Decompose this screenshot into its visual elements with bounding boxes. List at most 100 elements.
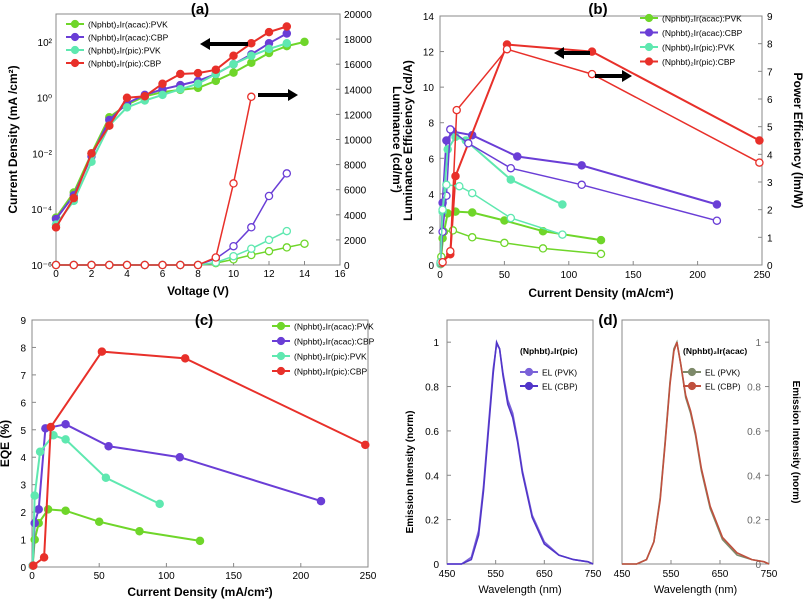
a-jv-point bbox=[193, 79, 203, 88]
a-lum-point bbox=[122, 260, 132, 270]
b-legend-marker bbox=[644, 42, 654, 52]
a-arrow-left-head bbox=[200, 38, 210, 50]
a-legend-marker bbox=[70, 32, 80, 42]
a-lum-point bbox=[282, 226, 292, 236]
c-eqe-point bbox=[135, 527, 144, 536]
d1-xlabel: Wavelength (nm) bbox=[478, 584, 561, 596]
b-pe-point bbox=[442, 180, 451, 190]
c-eqe-point bbox=[94, 517, 104, 526]
a-legend-marker bbox=[70, 19, 80, 29]
b-xtick-label: 200 bbox=[689, 270, 706, 281]
a-xtick-label: 4 bbox=[124, 269, 130, 280]
b-y2tick-label: 2 bbox=[767, 206, 773, 217]
a-lum-point bbox=[229, 251, 238, 261]
a-jv-point bbox=[69, 193, 79, 203]
c-eqe-point bbox=[35, 447, 45, 456]
b-le-point bbox=[596, 235, 606, 245]
c-legend-marker bbox=[276, 321, 286, 331]
a-arrow-right-head bbox=[288, 89, 298, 101]
c-ytick-label: 1 bbox=[20, 536, 26, 547]
b-pe-point bbox=[467, 188, 477, 198]
c-eqe-point bbox=[180, 354, 190, 363]
d2-legend-entry: EL (PVK) bbox=[705, 368, 740, 378]
d2-ylabel: Emission Intensity (norm) bbox=[790, 381, 801, 504]
d1-ytick-label: 0.2 bbox=[425, 516, 439, 527]
a-xtick-label: 6 bbox=[160, 269, 166, 280]
b-pe-point bbox=[464, 139, 473, 148]
d2-legend-entry: EL (CBP) bbox=[705, 382, 741, 392]
a-jv-point bbox=[300, 37, 309, 47]
b-y2tick-label: 8 bbox=[767, 40, 773, 51]
a-xtick-label: 12 bbox=[263, 269, 275, 280]
a-xtick-label: 2 bbox=[89, 269, 95, 280]
a-jv-point bbox=[105, 121, 114, 130]
a-legend-entry: (Nphbt)₂Ir(pic):CBP bbox=[88, 59, 162, 69]
b-pe-point bbox=[500, 238, 509, 248]
b-xtick-label: 0 bbox=[437, 270, 443, 281]
c-eqe-point bbox=[316, 496, 326, 506]
d1-legend-entry: EL (PVK) bbox=[542, 368, 577, 378]
a-y2tick-label: 2000 bbox=[344, 236, 367, 247]
b-pe-point bbox=[455, 181, 464, 191]
a-y2tick-label: 0 bbox=[344, 261, 350, 272]
b-xtick-label: 150 bbox=[625, 270, 642, 281]
b-ytick-label: 10 bbox=[423, 83, 435, 94]
c-xtick-label: 100 bbox=[158, 571, 175, 582]
b-pe-point bbox=[506, 163, 516, 173]
d1-spectrum-line bbox=[447, 339, 594, 565]
a-y2tick-label: 4000 bbox=[344, 211, 367, 222]
a-lum-point bbox=[158, 260, 167, 270]
c-eqe-point bbox=[39, 553, 49, 562]
d1-ytick-label: 0.6 bbox=[425, 427, 439, 438]
b-le-point bbox=[712, 200, 722, 209]
d1-compound-label: (Nphbt)₂Ir(pic) bbox=[520, 346, 578, 356]
a-jv-point bbox=[51, 223, 61, 232]
c-ytick-label: 7 bbox=[20, 371, 26, 382]
a-lum-point bbox=[264, 191, 274, 201]
d1-xtick-label: 750 bbox=[585, 569, 602, 580]
d1-xtick-label: 650 bbox=[536, 569, 553, 580]
a-jv-point bbox=[122, 103, 132, 112]
a-ytick-label: 10⁻⁶ bbox=[31, 261, 52, 272]
a-ytick-label: 10⁰ bbox=[37, 94, 52, 105]
a-jv-point bbox=[247, 39, 256, 48]
b-pe-point bbox=[755, 158, 764, 167]
a-xtick-label: 0 bbox=[53, 269, 59, 280]
c-ylabel: EQE (%) bbox=[0, 420, 12, 467]
d2-ytick-label: 1 bbox=[755, 338, 761, 349]
b-le-point bbox=[755, 136, 764, 145]
b-pe-line bbox=[440, 229, 602, 257]
c-eqe-line bbox=[31, 423, 322, 566]
c-legend-marker bbox=[276, 366, 286, 376]
a-lum-point bbox=[140, 260, 150, 270]
c-xtick-label: 50 bbox=[94, 571, 106, 582]
c-eqe-point bbox=[175, 452, 185, 462]
d1-ytick-label: 0 bbox=[433, 560, 439, 571]
a-y2tick-label: 16000 bbox=[344, 60, 372, 71]
c-ytick-label: 3 bbox=[20, 481, 26, 492]
b-legend-entry: (Nphbt)₂Ir(acac):PVK bbox=[662, 14, 742, 24]
d2-frame bbox=[621, 319, 770, 565]
d1-legend-marker bbox=[524, 381, 534, 391]
d2-xtick-label: 550 bbox=[663, 569, 680, 580]
d2-legend-marker bbox=[687, 367, 697, 377]
a-y2tick-label: 18000 bbox=[344, 35, 372, 46]
b-ytick-label: 4 bbox=[428, 190, 434, 201]
b-ytick-label: 14 bbox=[423, 12, 435, 23]
b-ytick-label: 8 bbox=[428, 119, 434, 130]
c-eqe-point bbox=[97, 347, 107, 356]
c-xtick-label: 200 bbox=[292, 571, 309, 582]
d2-ytick-label: 0 bbox=[755, 560, 761, 571]
a-jv-point bbox=[211, 65, 221, 75]
b-le-point bbox=[558, 200, 567, 209]
a-jv-point bbox=[264, 27, 274, 37]
a-jv-point bbox=[229, 59, 238, 69]
a-lum-point bbox=[105, 260, 114, 270]
b-pe-point bbox=[446, 246, 455, 256]
d2-ytick-label: 0.4 bbox=[747, 471, 761, 482]
b-panel-label: (b) bbox=[588, 1, 607, 18]
c-eqe-point bbox=[61, 435, 70, 444]
panel-b-frame bbox=[439, 15, 763, 266]
b-le-point bbox=[506, 175, 516, 184]
